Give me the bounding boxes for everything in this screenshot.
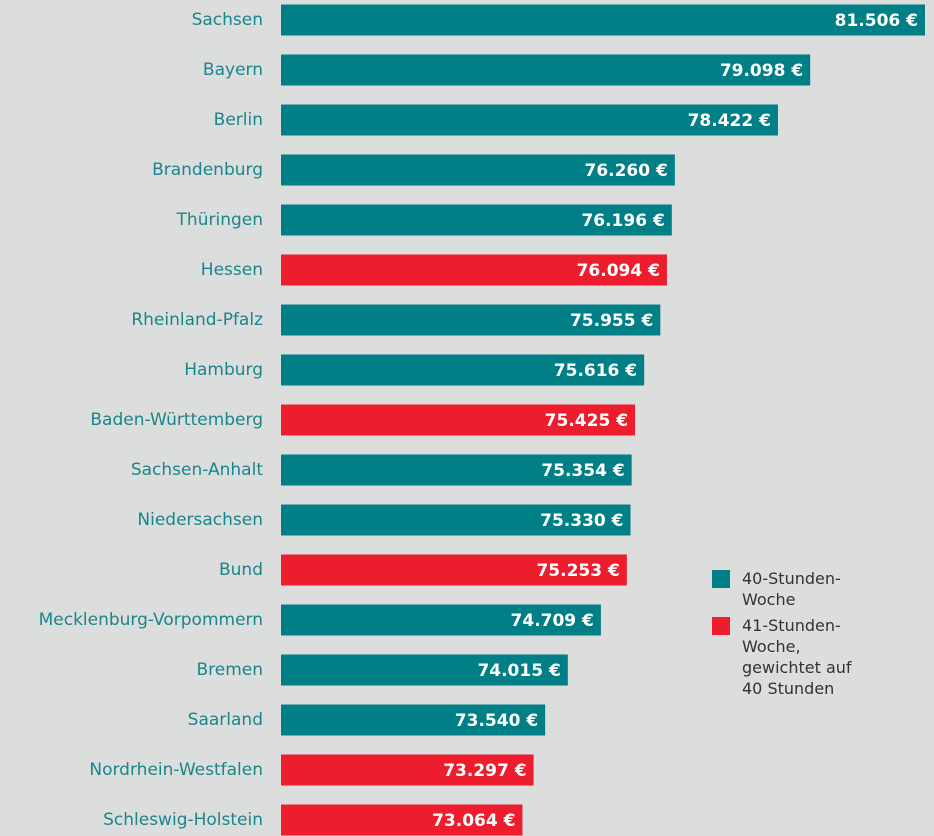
bar xyxy=(281,154,675,186)
legend-swatch xyxy=(712,617,730,635)
bar xyxy=(281,304,661,336)
bar xyxy=(281,104,778,136)
value-label: 73.540 € xyxy=(455,711,538,731)
bar xyxy=(281,804,523,836)
category-label: Mecklenburg-Vorpommern xyxy=(39,610,263,630)
value-label: 79.098 € xyxy=(720,61,803,81)
category-label: Nordrhein-Westfalen xyxy=(89,760,263,780)
bar xyxy=(281,404,636,436)
category-label: Berlin xyxy=(214,110,263,130)
value-label: 75.354 € xyxy=(541,461,624,481)
bar xyxy=(281,504,631,536)
value-label: 76.196 € xyxy=(581,211,664,231)
value-label: 75.253 € xyxy=(536,561,619,581)
value-label: 74.709 € xyxy=(511,611,594,631)
bar xyxy=(281,54,811,86)
category-label: Baden-Württemberg xyxy=(90,410,263,430)
bar xyxy=(281,654,568,686)
legend-swatch xyxy=(712,570,730,588)
value-label: 81.506 € xyxy=(835,11,918,31)
value-label: 75.425 € xyxy=(545,411,628,431)
bar xyxy=(281,354,645,386)
bar xyxy=(281,454,632,486)
legend-item: 40-Stunden-Woche xyxy=(712,568,867,610)
legend-label: 41-Stunden-Woche, gewichtet auf 40 Stund… xyxy=(742,616,852,698)
value-label: 73.064 € xyxy=(432,811,515,831)
category-label: Bayern xyxy=(203,60,263,80)
bar xyxy=(281,704,546,736)
legend: 40-Stunden-Woche 41-Stunden-Woche, gewich… xyxy=(712,568,867,704)
value-label: 74.015 € xyxy=(477,661,560,681)
bar xyxy=(281,554,627,586)
legend-label: 40-Stunden-Woche xyxy=(742,569,841,609)
category-label: Hamburg xyxy=(184,360,263,380)
category-label: Hessen xyxy=(201,260,263,280)
category-label: Saarland xyxy=(188,710,263,730)
category-label: Niedersachsen xyxy=(137,510,263,530)
category-label: Schleswig-Holstein xyxy=(103,810,263,830)
bar xyxy=(281,204,672,236)
category-label: Sachsen-Anhalt xyxy=(131,460,263,480)
value-label: 76.260 € xyxy=(584,161,667,181)
value-label: 75.955 € xyxy=(570,311,653,331)
category-label: Sachsen xyxy=(192,10,263,30)
category-label: Bremen xyxy=(196,660,263,680)
value-label: 75.330 € xyxy=(540,511,623,531)
value-label: 76.094 € xyxy=(577,261,660,281)
value-label: 75.616 € xyxy=(554,361,637,381)
category-label: Brandenburg xyxy=(152,160,263,180)
bar xyxy=(281,254,667,286)
category-label: Thüringen xyxy=(176,210,263,230)
value-label: 78.422 € xyxy=(688,111,771,131)
value-label: 73.297 € xyxy=(443,761,526,781)
bar xyxy=(281,604,601,636)
category-label: Bund xyxy=(219,560,263,580)
category-label: Rheinland-Pfalz xyxy=(131,310,263,330)
bar xyxy=(281,4,925,36)
bar xyxy=(281,754,534,786)
legend-item: 41-Stunden-Woche, gewichtet auf 40 Stund… xyxy=(712,615,867,699)
